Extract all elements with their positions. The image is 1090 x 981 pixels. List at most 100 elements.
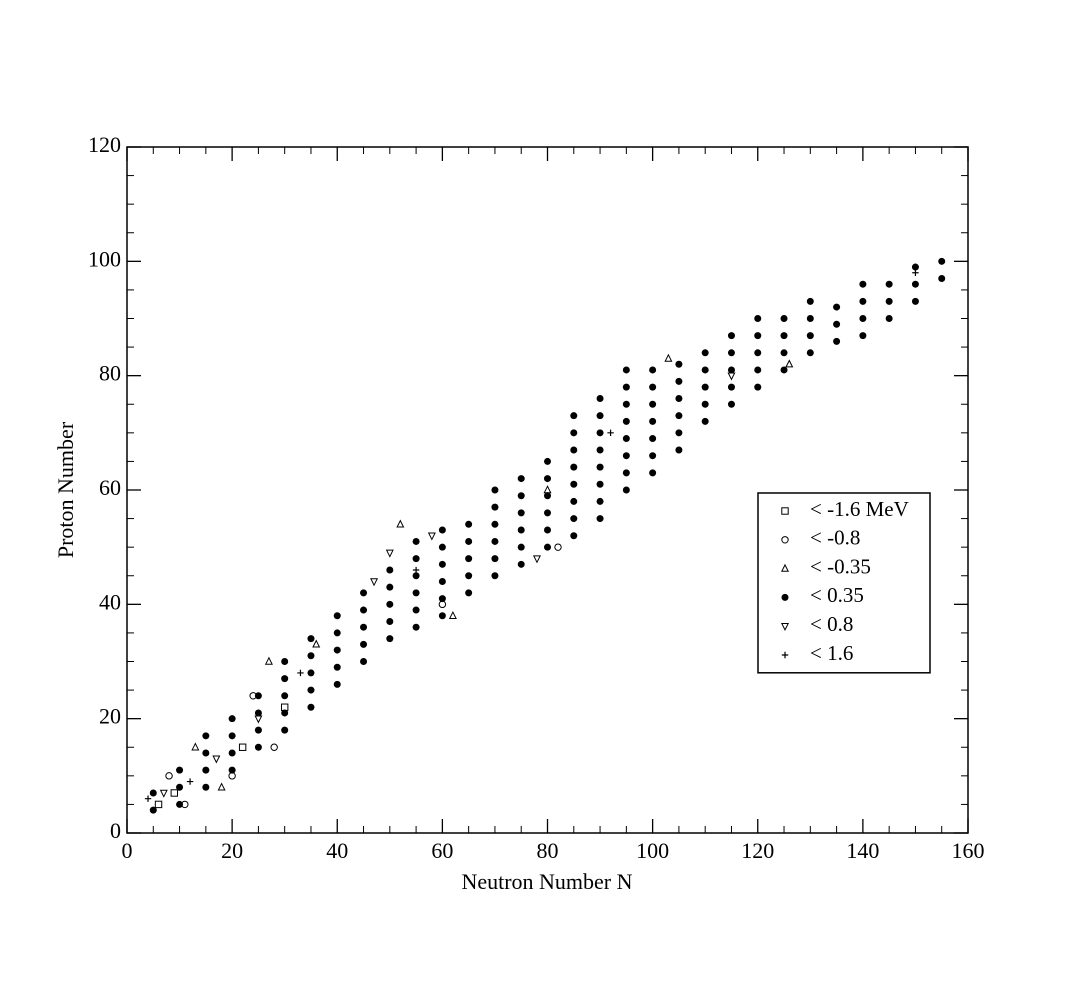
x-tick-label: 0 [122,838,133,863]
marker-plus [912,269,919,276]
marker-circle [622,383,630,391]
marker-circle [202,732,210,740]
marker-circle [517,560,525,568]
marker-square [170,789,179,797]
marker-circle [622,435,630,443]
legend-label: < 1.6 [810,641,853,665]
marker-circle-open [781,536,789,544]
marker-circle [727,400,735,408]
marker-circle [570,515,578,523]
marker-circle [806,332,814,340]
marker-triangle [191,742,200,751]
marker-circle [701,400,709,408]
marker-circle [517,526,525,534]
marker-circle [176,783,184,791]
marker-circle [176,800,184,808]
marker-triangle [780,563,790,572]
marker-circle [938,274,946,282]
marker-circle [412,572,420,580]
y-tick-label: 40 [99,589,121,614]
marker-circle [596,497,604,505]
y-axis-label: Proton Number [53,421,78,558]
marker-triangle-down [159,789,168,798]
marker-circle [596,446,604,454]
marker-circle [859,280,867,288]
marker-circle [465,555,473,563]
marker-circle [412,606,420,614]
marker-circle [202,783,210,791]
legend-label: < 0.35 [810,583,864,607]
marker-plus [297,669,304,677]
marker-triangle-down [727,372,736,381]
marker-circle [281,709,289,717]
marker-triangle [264,656,273,665]
marker-circle [360,606,368,614]
marker-circle [491,572,499,580]
y-tick-label: 60 [99,475,121,500]
marker-triangle-down [254,715,263,724]
marker-circle-open [554,543,562,551]
marker-circle [544,526,551,534]
marker-circle [228,749,236,757]
marker-triangle-down [212,755,221,764]
marker-circle [622,469,630,477]
marker-circle [570,497,578,505]
marker-circle [412,623,420,631]
marker-square [154,800,163,809]
marker-triangle [312,639,321,648]
y-tick-label: 80 [99,361,121,386]
marker-circle [491,503,499,511]
marker-circle [859,315,867,322]
marker-circle [780,332,788,340]
x-tick-label: 80 [537,838,559,863]
marker-circle [386,600,394,608]
marker-circle [649,400,657,408]
marker-circle [307,703,315,711]
y-tick-label: 120 [88,132,121,157]
marker-circle [438,560,446,568]
marker-circle [701,417,709,425]
series-circle [149,257,946,814]
marker-square [238,743,247,751]
marker-triangle-down [370,578,379,587]
marker-circle [596,429,604,437]
marker-circle [885,297,893,305]
marker-circle [360,640,368,648]
marker-circle [675,412,683,420]
marker-circle [176,766,184,774]
marker-circle [333,663,341,671]
marker-circle [727,332,735,340]
marker-plus [186,778,194,785]
marker-circle [281,658,289,665]
legend: < -1.6 MeV < -0.8 < -0.35 < 0.35 < 0.8 < 1.6 [757,492,931,674]
marker-circle [544,475,551,483]
marker-circle [360,623,368,631]
marker-plus [144,795,152,802]
marker-circle [202,749,210,757]
marker-circle [911,297,919,305]
marker-circle [833,303,841,311]
marker-circle [438,526,446,534]
marker-triangle-down [385,549,394,558]
marker-circle [386,566,394,574]
marker-circle [544,543,551,551]
marker-circle [149,806,157,814]
marker-circle [885,280,893,288]
marker-circle [254,743,262,751]
x-tick-label: 40 [326,838,348,863]
marker-circle [885,315,893,322]
marker-circle [281,675,289,683]
marker-circle [333,646,341,654]
marker-circle [333,612,341,620]
marker-circle [675,429,683,437]
marker-circle-open [270,743,278,751]
marker-circle [754,349,762,357]
marker-circle [386,583,394,591]
marker-circle [727,366,735,374]
x-axis-label: Neutron Number N [461,869,632,894]
marker-circle [806,315,814,322]
series-triangle [191,353,794,791]
marker-circle [438,595,446,603]
marker-circle [675,395,683,403]
